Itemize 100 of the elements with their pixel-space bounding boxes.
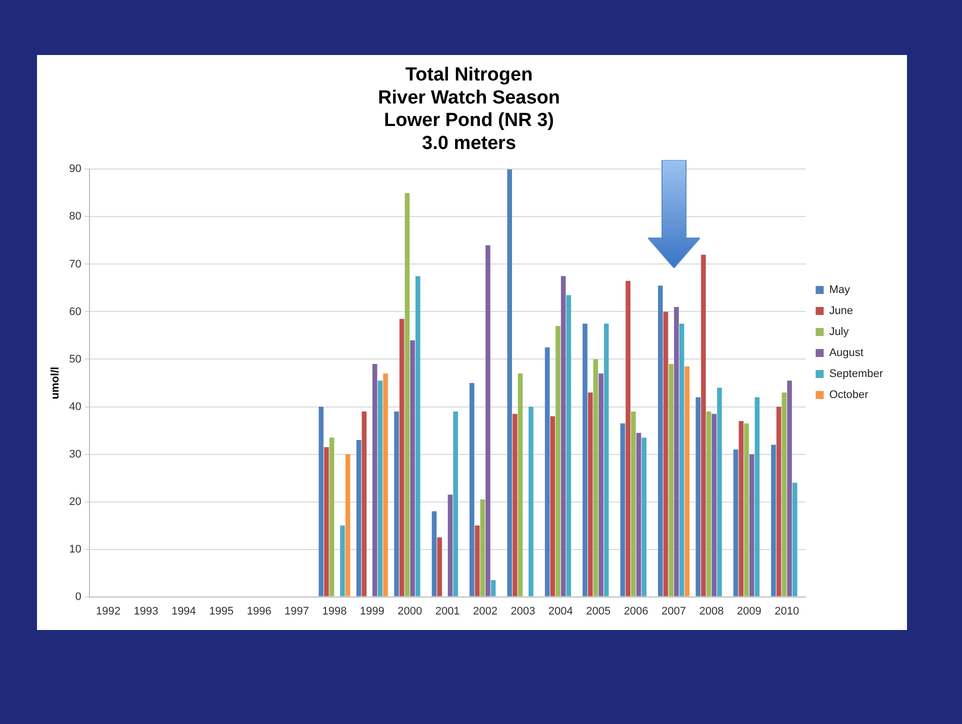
x-tick-label: 2006 xyxy=(624,605,648,618)
bar xyxy=(556,326,560,596)
bar xyxy=(712,414,717,596)
x-tick-label: 2010 xyxy=(774,605,800,618)
bar xyxy=(550,416,556,596)
bar xyxy=(684,366,690,596)
bar xyxy=(674,306,679,596)
bar xyxy=(663,312,668,596)
bar xyxy=(378,380,383,596)
bar xyxy=(717,388,722,596)
x-tick-label: 1994 xyxy=(171,605,196,618)
y-tick-label: 90 xyxy=(69,163,82,176)
bar xyxy=(787,380,792,596)
x-tick-label: 2002 xyxy=(473,605,498,618)
text: River Watch Season xyxy=(378,87,560,108)
x-tick-label: 2001 xyxy=(435,605,460,618)
x-tick-label: 2003 xyxy=(510,605,536,618)
bar xyxy=(733,450,738,596)
bar xyxy=(372,364,378,596)
bar xyxy=(706,412,712,596)
legend-label: May xyxy=(829,284,850,296)
bar xyxy=(701,254,706,596)
bar xyxy=(620,423,626,596)
bar xyxy=(318,406,324,596)
bar xyxy=(749,454,754,596)
y-tick-label: 70 xyxy=(69,258,82,270)
bar xyxy=(738,421,744,596)
bar xyxy=(744,423,749,596)
bar xyxy=(566,295,572,596)
y-tick-label: 50 xyxy=(69,353,82,366)
bar xyxy=(604,324,609,596)
y-tick-label: 10 xyxy=(69,543,82,556)
bar xyxy=(356,440,362,596)
bar xyxy=(588,392,593,596)
x-tick-label: 2000 xyxy=(398,605,422,618)
bar xyxy=(324,447,329,596)
bar xyxy=(404,192,410,596)
legend-label: September xyxy=(829,368,884,380)
x-tick-label: 1995 xyxy=(209,605,234,618)
x-tick-label: 1993 xyxy=(134,605,158,618)
bar xyxy=(345,454,350,596)
x-tick-label: 1997 xyxy=(284,605,310,618)
bar xyxy=(582,324,588,596)
bar xyxy=(437,537,442,596)
bar xyxy=(528,406,534,596)
bar xyxy=(679,324,684,596)
bar xyxy=(415,276,420,596)
bar xyxy=(642,438,646,596)
bar xyxy=(658,286,663,596)
bar xyxy=(399,318,404,596)
bar xyxy=(630,412,636,596)
legend-label: July xyxy=(829,326,850,338)
y-tick-label: 20 xyxy=(69,496,82,508)
y-axis-title: umol/l xyxy=(50,366,62,400)
y-tick-label: 60 xyxy=(69,306,82,318)
bar xyxy=(598,374,604,596)
bar xyxy=(490,580,496,596)
bar xyxy=(432,511,437,596)
bar xyxy=(771,444,776,596)
bar xyxy=(448,494,453,596)
y-tick-label: 40 xyxy=(69,400,82,413)
x-tick-label: 2008 xyxy=(699,605,724,618)
x-tick-label: 1998 xyxy=(322,605,347,618)
bar xyxy=(776,406,782,596)
bar xyxy=(626,280,630,596)
bar xyxy=(754,397,760,596)
bar xyxy=(362,412,367,596)
text: Lower Pond (NR 3) xyxy=(384,110,554,132)
legend-label: October xyxy=(829,389,869,402)
bar xyxy=(410,340,415,596)
legend-label: August xyxy=(829,347,864,360)
bar xyxy=(383,374,388,596)
x-tick-label: 1992 xyxy=(96,605,121,618)
y-tick-label: 0 xyxy=(75,590,82,603)
bar xyxy=(394,412,399,596)
bar xyxy=(560,276,566,596)
bar xyxy=(507,169,512,596)
bar xyxy=(696,397,700,596)
x-tick-label: 2007 xyxy=(662,605,686,618)
bar xyxy=(544,347,550,596)
legend-label: June xyxy=(829,305,854,318)
bar xyxy=(474,526,480,596)
y-tick-label: 30 xyxy=(69,448,82,460)
text: 3.0 meters xyxy=(422,133,516,154)
bar xyxy=(329,438,334,596)
bar xyxy=(668,364,674,596)
y-tick-label: 80 xyxy=(69,210,82,223)
bar xyxy=(470,383,474,596)
x-tick-label: 2004 xyxy=(548,605,573,618)
bar xyxy=(792,482,798,596)
x-tick-label: 2005 xyxy=(586,605,611,618)
x-tick-label: 1996 xyxy=(246,605,272,618)
x-tick-label: 1999 xyxy=(360,605,384,618)
text: Total Nitrogen xyxy=(405,64,533,86)
bar xyxy=(636,432,642,596)
bar xyxy=(512,414,518,596)
bar xyxy=(518,374,523,596)
bar xyxy=(782,392,787,596)
bar xyxy=(480,499,485,596)
bar xyxy=(453,412,458,596)
